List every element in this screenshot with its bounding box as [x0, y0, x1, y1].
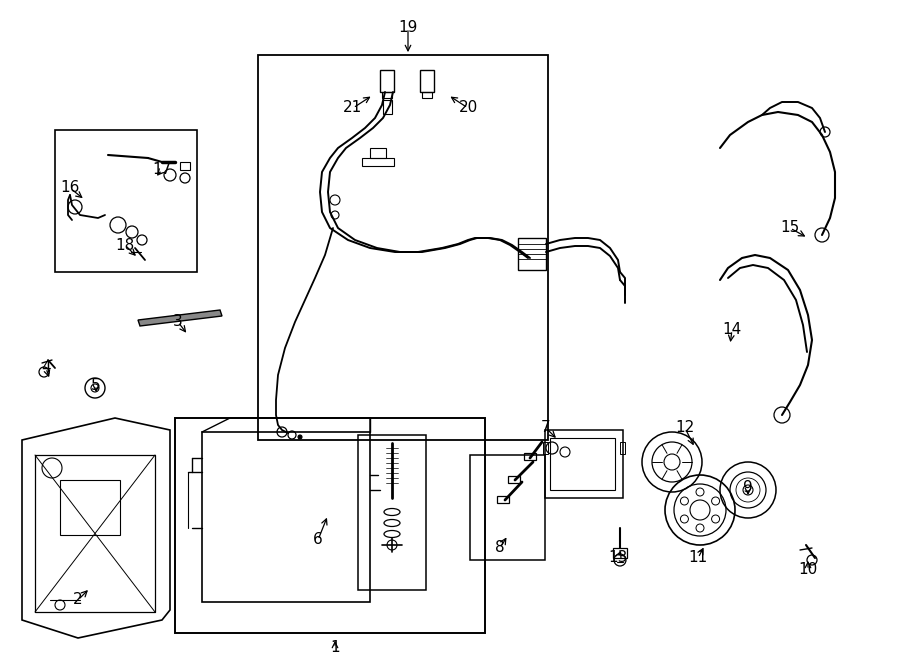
Bar — [380, 70, 394, 92]
Text: 3: 3 — [173, 315, 183, 329]
Bar — [382, 92, 392, 98]
Text: 1: 1 — [330, 641, 340, 656]
Text: 11: 11 — [688, 551, 707, 566]
Bar — [518, 238, 546, 270]
Bar — [524, 453, 536, 460]
Text: 21: 21 — [344, 100, 363, 116]
Bar — [202, 432, 370, 602]
Text: 13: 13 — [608, 551, 627, 566]
Text: 12: 12 — [675, 420, 695, 436]
Bar — [620, 442, 625, 454]
Text: 2: 2 — [73, 592, 83, 607]
Text: 15: 15 — [780, 221, 799, 235]
Text: 10: 10 — [798, 563, 817, 578]
Bar — [422, 92, 432, 98]
Bar — [550, 438, 615, 490]
Bar — [497, 496, 509, 503]
Bar — [470, 455, 545, 560]
Bar — [60, 480, 120, 535]
Bar — [358, 435, 426, 590]
Circle shape — [298, 435, 302, 439]
Bar — [545, 430, 623, 498]
Bar — [180, 162, 190, 170]
Bar — [613, 548, 627, 558]
Polygon shape — [138, 310, 222, 326]
Bar — [175, 418, 485, 633]
Text: 19: 19 — [399, 20, 418, 36]
Text: 7: 7 — [541, 420, 551, 436]
Text: 5: 5 — [91, 377, 101, 393]
Text: 9: 9 — [743, 481, 753, 496]
Text: 4: 4 — [41, 360, 50, 375]
Bar — [370, 148, 386, 158]
Bar — [383, 100, 392, 114]
Bar — [543, 442, 548, 454]
Bar — [508, 476, 520, 483]
Bar — [258, 55, 548, 440]
Text: 14: 14 — [723, 323, 742, 338]
Text: 17: 17 — [152, 163, 172, 178]
Text: 18: 18 — [115, 237, 135, 253]
Bar — [55, 130, 197, 272]
Text: 6: 6 — [313, 533, 323, 547]
Text: 20: 20 — [458, 100, 478, 116]
Text: 16: 16 — [60, 180, 80, 196]
Bar — [420, 70, 434, 92]
Text: 8: 8 — [495, 541, 505, 555]
Polygon shape — [22, 418, 170, 638]
Bar — [362, 158, 394, 166]
